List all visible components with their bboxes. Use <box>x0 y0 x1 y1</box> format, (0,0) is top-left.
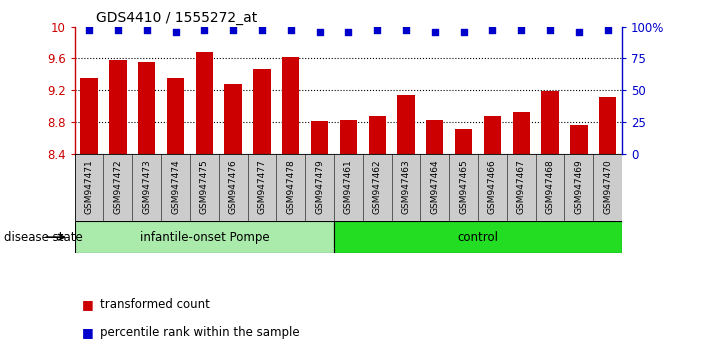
Point <box>141 28 152 33</box>
Text: GSM947474: GSM947474 <box>171 159 180 214</box>
Bar <box>368 116 386 154</box>
Text: GSM947473: GSM947473 <box>142 159 151 214</box>
Text: ■: ■ <box>82 326 94 339</box>
Bar <box>253 69 271 154</box>
Text: percentile rank within the sample: percentile rank within the sample <box>100 326 299 339</box>
Bar <box>455 129 472 154</box>
Text: GSM947466: GSM947466 <box>488 159 497 214</box>
Text: GSM947475: GSM947475 <box>200 159 209 214</box>
Bar <box>75 221 334 253</box>
Text: GSM947465: GSM947465 <box>459 159 468 214</box>
Text: GSM947476: GSM947476 <box>229 159 237 214</box>
Point <box>400 28 412 33</box>
Text: GSM947478: GSM947478 <box>287 159 295 214</box>
Point <box>285 28 296 33</box>
Text: GSM947472: GSM947472 <box>113 159 122 214</box>
Text: GSM947471: GSM947471 <box>85 159 94 214</box>
Bar <box>542 91 559 154</box>
Point <box>83 28 95 33</box>
Point <box>515 28 527 33</box>
Point <box>372 28 383 33</box>
Text: GSM947461: GSM947461 <box>344 159 353 214</box>
Text: GSM947467: GSM947467 <box>517 159 525 214</box>
Bar <box>397 95 415 154</box>
Text: GSM947462: GSM947462 <box>373 159 382 214</box>
Bar <box>282 57 299 154</box>
Point <box>112 28 124 33</box>
Point <box>170 29 181 34</box>
Point <box>198 28 210 33</box>
Text: infantile-onset Pompe: infantile-onset Pompe <box>139 231 269 244</box>
Point <box>314 29 325 34</box>
Bar <box>426 120 444 154</box>
Text: GSM947477: GSM947477 <box>257 159 267 214</box>
Point <box>487 28 498 33</box>
Text: GSM947479: GSM947479 <box>315 159 324 214</box>
Point <box>429 29 441 34</box>
Bar <box>599 97 616 154</box>
Bar <box>138 62 155 154</box>
Bar <box>311 121 328 154</box>
Bar <box>570 125 587 154</box>
Text: GSM947470: GSM947470 <box>603 159 612 214</box>
Bar <box>513 112 530 154</box>
Text: GDS4410 / 1555272_at: GDS4410 / 1555272_at <box>96 11 257 25</box>
Text: disease state: disease state <box>4 231 82 244</box>
Bar <box>340 120 357 154</box>
Bar <box>483 116 501 154</box>
Text: transformed count: transformed count <box>100 298 210 311</box>
Point <box>343 29 354 34</box>
Point <box>573 29 584 34</box>
Bar <box>196 52 213 154</box>
Point <box>458 29 469 34</box>
Text: GSM947464: GSM947464 <box>430 159 439 214</box>
Text: GSM947463: GSM947463 <box>402 159 410 214</box>
Point <box>545 28 556 33</box>
Text: GSM947469: GSM947469 <box>574 159 584 214</box>
Text: control: control <box>458 231 498 244</box>
Bar <box>80 78 97 154</box>
Bar <box>109 60 127 154</box>
Text: GSM947468: GSM947468 <box>545 159 555 214</box>
Point <box>228 28 239 33</box>
Bar <box>334 221 622 253</box>
Bar <box>225 84 242 154</box>
Point <box>602 28 614 33</box>
Point <box>256 28 267 33</box>
Bar <box>167 78 184 154</box>
Text: ■: ■ <box>82 298 94 311</box>
